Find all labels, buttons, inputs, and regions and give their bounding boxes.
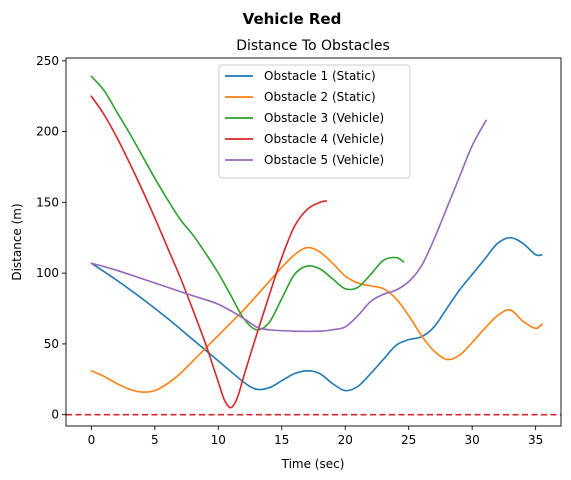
y-axis-label: Distance (m) bbox=[10, 203, 24, 280]
series-line-obstacle-3 bbox=[90, 75, 405, 331]
plot-content bbox=[66, 75, 561, 416]
y-tick-label: 50 bbox=[44, 337, 59, 351]
axes: 0 5 10 15 20 25 30 35 0 50 100 150 200 250 bbox=[36, 54, 562, 447]
axes-frame bbox=[65, 57, 562, 427]
x-tick-label: 10 bbox=[211, 433, 226, 447]
x-tick-label: 35 bbox=[528, 433, 543, 447]
chart-suptitle: Vehicle Red bbox=[243, 10, 342, 28]
legend-label-obstacle-3: Obstacle 3 (Vehicle) bbox=[264, 111, 384, 125]
legend-label-obstacle-4: Obstacle 4 (Vehicle) bbox=[264, 132, 384, 146]
x-tick-label: 0 bbox=[88, 433, 96, 447]
legend-label-obstacle-2: Obstacle 2 (Static) bbox=[264, 90, 376, 104]
x-tick-label: 20 bbox=[338, 433, 353, 447]
x-axis-label: Time (sec) bbox=[281, 457, 345, 471]
x-tick-label: 30 bbox=[465, 433, 480, 447]
plot-area bbox=[66, 75, 561, 416]
x-tick-label: 5 bbox=[151, 433, 159, 447]
legend-label-obstacle-1: Obstacle 1 (Static) bbox=[264, 69, 376, 83]
series-line-obstacle-2 bbox=[90, 246, 543, 393]
y-tick-label: 250 bbox=[36, 54, 59, 68]
x-tick-label: 25 bbox=[401, 433, 416, 447]
y-tick-label: 0 bbox=[51, 408, 59, 422]
chart-title: Distance To Obstacles bbox=[236, 38, 390, 54]
legend-box bbox=[218, 64, 411, 179]
series-line-obstacle-1 bbox=[90, 236, 543, 392]
series-line-obstacle-5 bbox=[90, 119, 487, 333]
legend: Obstacle 1 (Static) Obstacle 2 (Static) Ob… bbox=[218, 64, 411, 179]
x-tick-label: 15 bbox=[274, 433, 289, 447]
y-tick-label: 200 bbox=[36, 125, 59, 139]
series-line-obstacle-4 bbox=[90, 95, 327, 409]
y-tick-label: 100 bbox=[36, 266, 59, 280]
y-tick-label: 150 bbox=[36, 195, 59, 209]
legend-label-obstacle-5: Obstacle 5 (Vehicle) bbox=[264, 153, 384, 167]
